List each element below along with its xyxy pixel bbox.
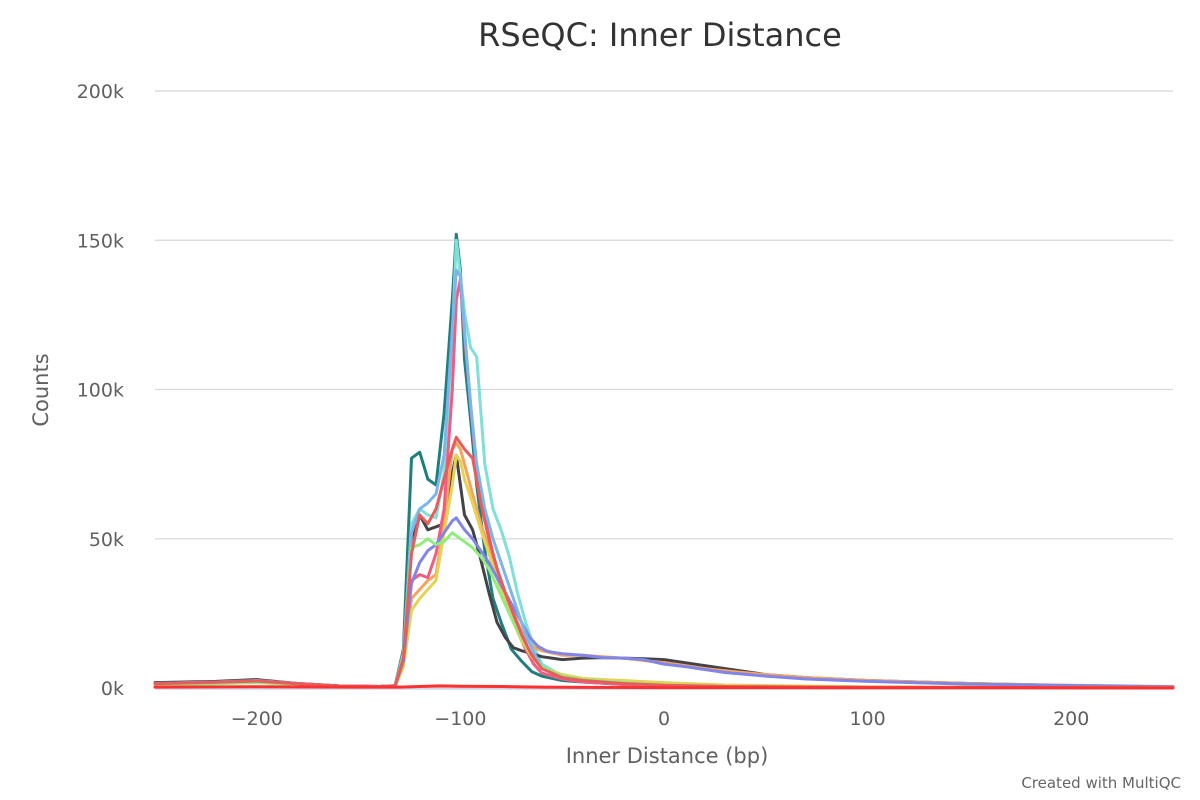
y-tick-label: 50k (89, 529, 124, 551)
chart-title: RSeQC: Inner Distance (478, 16, 842, 54)
y-axis-label: Counts (29, 353, 53, 426)
x-axis-ticks: −200 −100 0 100 200 (231, 708, 1090, 730)
series-line-8[interactable] (153, 268, 1175, 690)
series-line-10[interactable] (153, 435, 1175, 690)
y-tick-label: 0k (101, 678, 124, 700)
x-tick-label: −200 (231, 708, 283, 730)
series-line-1[interactable] (153, 232, 1175, 690)
grid-lines (155, 90, 1173, 690)
x-tick-label: −100 (434, 708, 486, 730)
series-line-6[interactable] (153, 453, 1175, 690)
x-tick-label: 200 (1053, 708, 1089, 730)
x-tick-label: 0 (658, 708, 670, 730)
series-line-3[interactable] (153, 453, 1175, 689)
series-line-4[interactable] (153, 441, 1175, 688)
series-line-2[interactable] (153, 238, 1175, 690)
series-line-11[interactable] (153, 684, 1175, 690)
y-tick-label: 100k (77, 380, 124, 402)
y-axis-ticks: 0k 50k 100k 150k 200k (77, 81, 124, 700)
x-axis-label: Inner Distance (bp) (566, 744, 769, 768)
credit-text[interactable]: Created with MultiQC (1021, 774, 1181, 792)
series-line-5[interactable] (153, 277, 1175, 690)
y-tick-label: 150k (77, 230, 124, 252)
y-tick-label: 200k (77, 81, 124, 103)
series-lines (153, 232, 1175, 690)
x-tick-label: 100 (849, 708, 885, 730)
